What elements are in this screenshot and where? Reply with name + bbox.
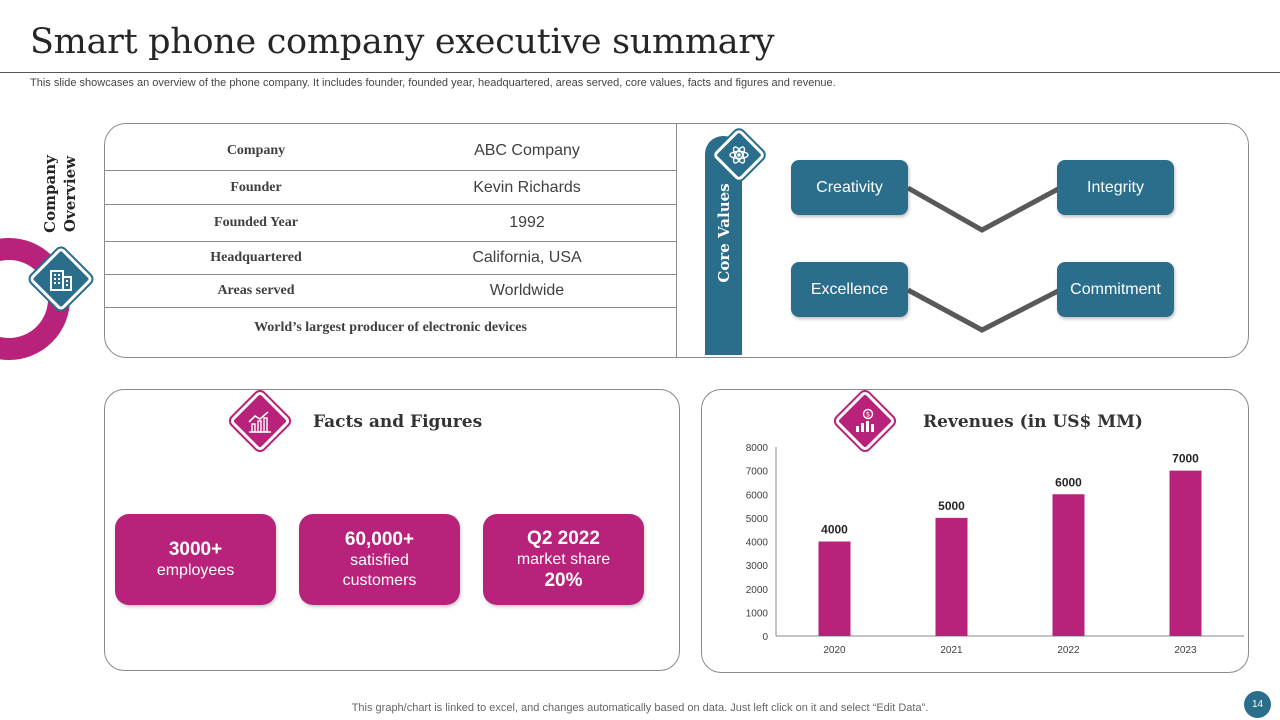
- x-tick-label: 2020: [823, 645, 846, 656]
- row-divider: [105, 307, 676, 308]
- revenue-title: Revenues (in US$ MM): [923, 412, 1143, 432]
- y-tick-label: 4000: [746, 538, 769, 549]
- core-values-connectors: [906, 185, 1062, 333]
- analytics-icon: [248, 411, 271, 433]
- row-divider: [105, 204, 676, 205]
- y-tick-label: 5000: [746, 514, 769, 525]
- overview-label: Areas served: [217, 283, 295, 298]
- row-divider: [105, 241, 676, 242]
- fact-value: Q2 2022: [527, 527, 600, 549]
- revenue-growth-icon: $: [856, 408, 874, 432]
- building-icon-badge: [28, 246, 94, 312]
- y-tick-label: 2000: [746, 585, 769, 596]
- overview-label: Founded Year: [214, 214, 298, 230]
- company-tagline: World’s largest producer of electronic d…: [254, 320, 527, 335]
- fact-value: 3000+: [168, 538, 223, 560]
- revenue-panel: [701, 389, 1249, 673]
- overview-value: ABC Company: [474, 142, 580, 159]
- row-divider: [105, 170, 676, 171]
- core-values-title: Core Values: [714, 183, 733, 283]
- page-number: 14: [1244, 691, 1271, 718]
- y-tick-label: 6000: [746, 490, 769, 501]
- company-overview-panel: [104, 123, 1249, 358]
- fact-value: 60,000+: [344, 528, 415, 550]
- x-tick-label: 2022: [1057, 645, 1080, 656]
- fact-card-market-share: Q2 2022 market share 20%: [483, 514, 644, 605]
- core-value-excellence: Excellence: [791, 262, 908, 317]
- facts-panel: [104, 389, 680, 671]
- bar-data-label: 4000: [821, 523, 848, 537]
- row-divider: [105, 274, 676, 275]
- analytics-icon-badge: [228, 389, 292, 453]
- overview-value: Worldwide: [489, 282, 565, 299]
- overview-row-founded-year: Founded Year 1992: [105, 205, 676, 240]
- company-overview-label: Company Overview: [41, 155, 79, 233]
- y-tick-label: 0: [762, 632, 768, 643]
- fact-caption: market share: [516, 550, 611, 568]
- revenue-bar: [935, 517, 968, 636]
- y-tick-label: 7000: [746, 467, 769, 478]
- fact-card-customers: 60,000+ satisfied customers: [299, 514, 460, 605]
- fact-value: 20%: [544, 569, 583, 591]
- overview-value: 1992: [509, 213, 545, 231]
- page-title: Smart phone company executive summary: [30, 22, 775, 62]
- atom-icon: [729, 146, 749, 164]
- overview-value: California, USA: [472, 249, 582, 266]
- atom-icon-badge: [712, 128, 766, 182]
- y-tick-label: 8000: [746, 443, 769, 454]
- fact-caption: satisfied: [350, 551, 409, 569]
- bar-data-label: 6000: [1055, 475, 1082, 489]
- y-tick-label: 1000: [746, 608, 769, 619]
- overview-divider: [676, 124, 677, 357]
- core-value-commitment: Commitment: [1057, 262, 1174, 317]
- revenue-bar: [818, 541, 851, 636]
- overview-value: Kevin Richards: [473, 178, 581, 196]
- core-value-integrity: Integrity: [1057, 160, 1174, 215]
- overview-label: Headquartered: [210, 250, 302, 265]
- fact-card-employees: 3000+ employees: [115, 514, 276, 605]
- fact-caption: employees: [156, 561, 235, 579]
- core-value-creativity: Creativity: [791, 160, 908, 215]
- svg-text:$: $: [866, 411, 870, 419]
- bar-data-label: 5000: [938, 499, 965, 513]
- facts-title: Facts and Figures: [313, 412, 483, 432]
- revenue-bar-chart: 0 1000 2000 3000 4000 5000 6000 7000 8000 4000 202…: [746, 443, 1244, 656]
- fact-caption: customers: [342, 571, 417, 589]
- revenue-bar: [1052, 494, 1085, 636]
- overview-label: Company: [226, 143, 286, 158]
- money-icon-badge: $: [833, 389, 897, 453]
- x-tick-label: 2021: [940, 645, 963, 656]
- overview-row-founder: Founder Kevin Richards: [105, 171, 676, 204]
- y-tick-label: 3000: [746, 561, 769, 572]
- page-subtitle: This slide showcases an overview of the …: [30, 77, 836, 89]
- building-icon: [50, 270, 72, 291]
- overview-label: Founder: [230, 179, 282, 195]
- x-tick-label: 2023: [1174, 645, 1197, 656]
- bar-data-label: 7000: [1172, 452, 1199, 466]
- footer-note: This graph/chart is linked to excel, and…: [351, 702, 929, 714]
- overview-row-company: Company ABC Company: [105, 133, 676, 169]
- overview-row-areas-served: Areas served Worldwide: [105, 275, 676, 307]
- revenue-bar: [1169, 470, 1202, 636]
- overview-row-headquartered: Headquartered California, USA: [105, 242, 676, 274]
- title-divider: [0, 72, 1280, 73]
